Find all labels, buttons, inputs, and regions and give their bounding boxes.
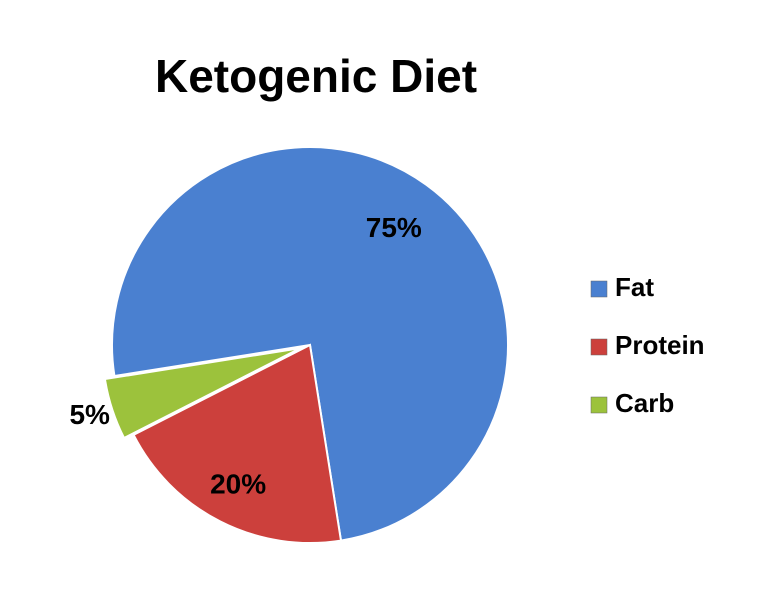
legend-swatch (590, 396, 608, 414)
legend-label: Carb (615, 388, 674, 418)
legend-label: Fat (615, 272, 654, 302)
pie-slice (103, 347, 301, 440)
data-label: 20% (210, 469, 266, 500)
pie-slice (111, 146, 509, 542)
pie-slice (132, 343, 343, 544)
legend-swatch (590, 280, 608, 298)
legend-swatch (590, 338, 608, 356)
legend-label: Protein (615, 330, 705, 360)
data-label: 75% (366, 212, 422, 243)
chart-title: Ketogenic Diet (155, 50, 477, 102)
data-label: 5% (69, 399, 110, 430)
